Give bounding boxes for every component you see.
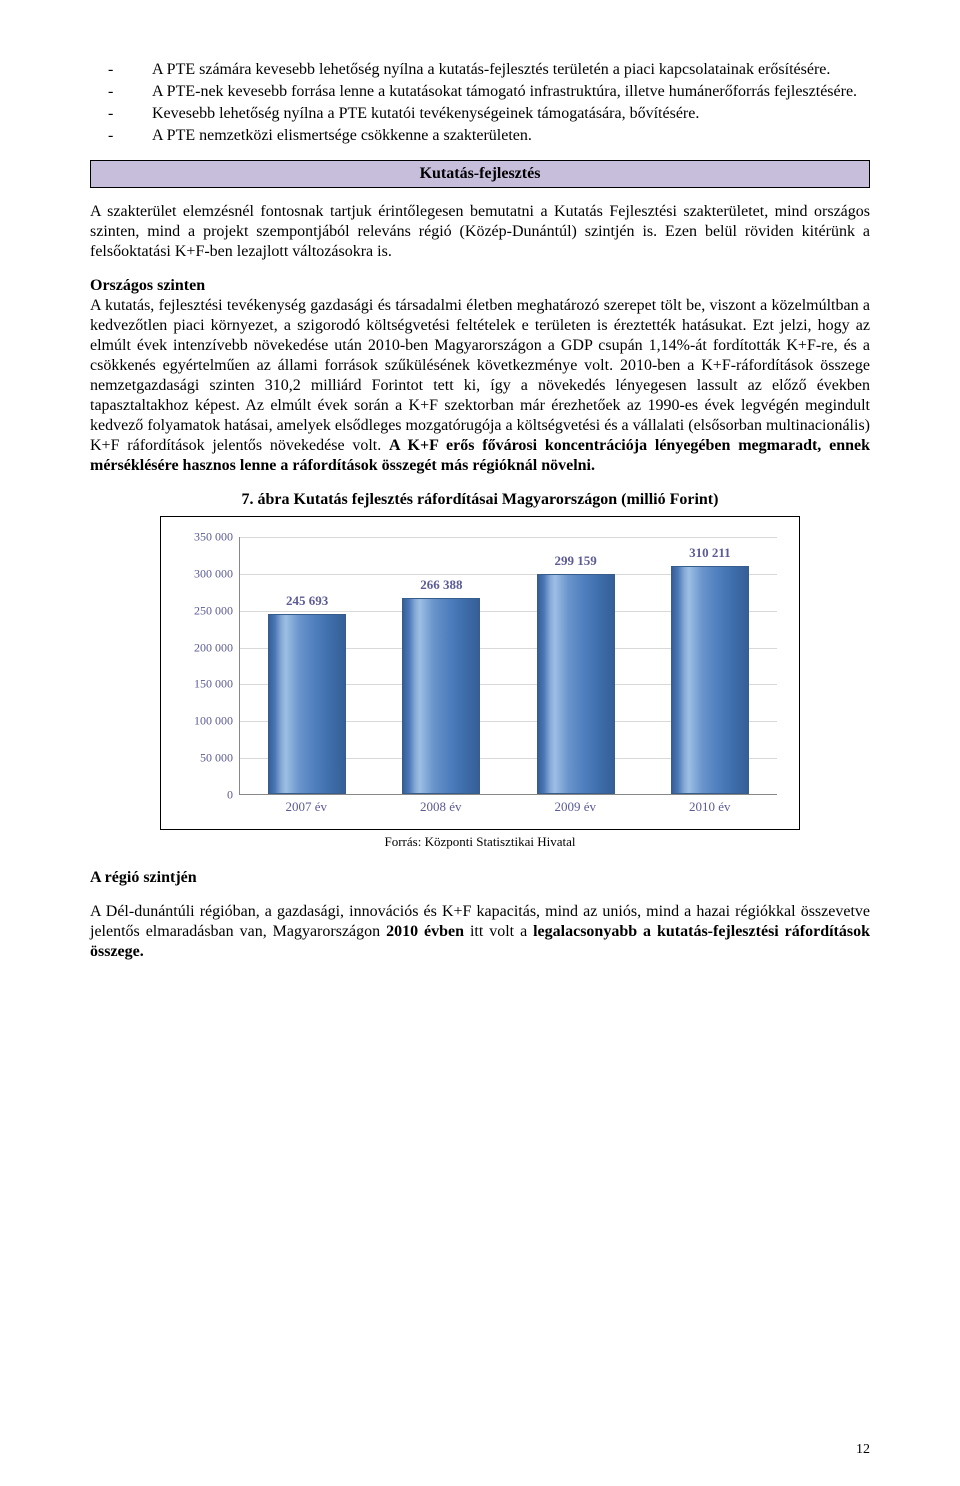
bullet-item: Kevesebb lehetőség nyílna a PTE kutatói …: [130, 104, 870, 124]
chart-ytick: 350 000: [173, 530, 233, 545]
chart-title: 7. ábra Kutatás fejlesztés ráfordításai …: [90, 490, 870, 510]
chart-container: 0 50 000 100 000 150 000 200 000 250 000 300 0…: [160, 516, 800, 830]
chart-plot-area: 0 50 000 100 000 150 000 200 000 250 000 300 0…: [173, 531, 787, 821]
chart-bar: 266 388: [402, 598, 480, 794]
chart-ytick: 150 000: [173, 677, 233, 692]
body-text: itt volt a: [464, 923, 533, 940]
chart-bar-column: 310 211: [643, 537, 777, 794]
chart-bar-label: 266 388: [420, 577, 462, 593]
chart-ytick: 300 000: [173, 566, 233, 581]
bullet-item: A PTE-nek kevesebb forrása lenne a kutat…: [130, 82, 870, 102]
bullet-item: A PTE nemzetközi elismertsége csökkenne …: [130, 126, 870, 146]
chart-bar-column: 245 693: [240, 537, 374, 794]
bullet-list: A PTE számára kevesebb lehetőség nyílna …: [90, 60, 870, 146]
body-text: A kutatás, fejlesztési tevékenység gazda…: [90, 297, 870, 454]
chart-ytick: 200 000: [173, 640, 233, 655]
chart-bar: 245 693: [268, 614, 346, 794]
chart-x-label: 2009 év: [508, 799, 643, 821]
chart-bar-column: 299 159: [509, 537, 643, 794]
chart-bar-label: 299 159: [554, 553, 596, 569]
page-number: 12: [856, 1441, 870, 1459]
body-text-bold: 2010 évben: [386, 923, 464, 940]
chart-bar-label: 310 211: [689, 545, 731, 561]
chart-ytick: 50 000: [173, 751, 233, 766]
chart-bar: 299 159: [537, 574, 615, 794]
chart-bar-label: 245 693: [286, 593, 328, 609]
chart-ytick: 250 000: [173, 603, 233, 618]
paragraph: A szakterület elemzésnél fontosnak tartj…: [90, 202, 870, 262]
chart-x-labels: 2007 év2008 év2009 év2010 év: [239, 799, 777, 821]
chart-x-label: 2008 év: [374, 799, 509, 821]
chart-x-label: 2007 év: [239, 799, 374, 821]
chart-bars: 245 693 266 388 299 159 310 211: [240, 537, 777, 794]
chart-x-label: 2010 év: [643, 799, 778, 821]
chart-source: Forrás: Központi Statisztikai Hivatal: [90, 834, 870, 850]
paragraph: Országos szinten A kutatás, fejlesztési …: [90, 276, 870, 476]
chart-ytick: 100 000: [173, 714, 233, 729]
chart-ytick: 0: [173, 788, 233, 803]
bullet-item: A PTE számára kevesebb lehetőség nyílna …: [130, 60, 870, 80]
section-heading-band: Kutatás-fejlesztés: [90, 160, 870, 188]
chart-plot: 245 693 266 388 299 159 310 211: [239, 537, 777, 795]
chart-bar-column: 266 388: [374, 537, 508, 794]
subheading: Országos szinten: [90, 277, 205, 294]
subheading: A régió szintjén: [90, 868, 870, 888]
paragraph: A Dél-dunántúli régióban, a gazdasági, i…: [90, 902, 870, 962]
chart-bar: 310 211: [671, 566, 749, 794]
